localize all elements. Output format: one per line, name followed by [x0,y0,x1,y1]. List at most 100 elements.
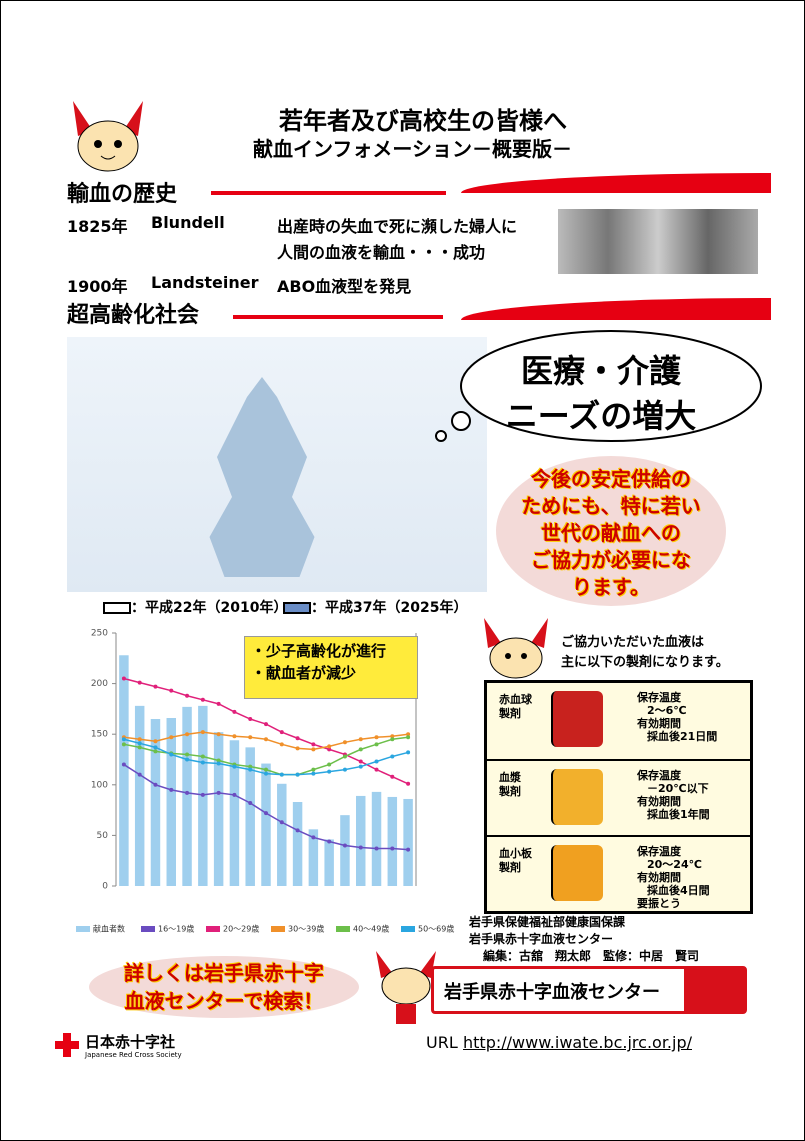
point [359,765,363,769]
point [390,737,394,741]
bar [372,792,381,886]
note-line: ・献血者が減少 [251,662,411,684]
search-box[interactable]: 岩手県赤十字血液センター [431,966,747,1014]
y-tick-label: 0 [102,882,108,892]
product-photo [551,769,603,825]
cloud-text: ニーズの増大 [481,391,721,437]
point [375,847,379,851]
point [185,752,189,756]
org-en: Japanese Red Cross Society [85,1051,182,1059]
point [185,732,189,736]
year: 1900年 [67,273,128,297]
subtitle: 献血インフォメーション－概要版－ [253,133,572,162]
title: 若年者及び高校生の皆様へ [279,101,567,136]
desc: 人間の血液を輸血・・・成功 [277,239,485,263]
point [311,768,315,772]
point [280,820,284,824]
cloud-text: 医療・介護 [481,346,721,392]
desc: ABO血液型を発見 [277,273,411,297]
point [311,742,315,746]
url[interactable]: http://www.iwate.bc.jrc.or.jp/ [463,1033,692,1052]
search-button[interactable] [684,969,744,1011]
year: 1825年 [67,213,128,237]
point [248,717,252,721]
bar [277,784,286,886]
intro: ご協力いただいた血液は [561,631,704,650]
point [169,788,173,792]
point [153,739,157,743]
callout: 詳しくは岩手県赤十字血液センターで検索！ [89,959,359,1015]
legend-label: 40～49歳 [353,924,389,934]
point [375,768,379,772]
swoosh [461,173,771,193]
credit: 岩手県赤十字血液センター [469,930,613,947]
product-row: 赤血球製剤保存温度2～6℃有効期間採血後21日間 [487,683,750,759]
legend-swatch [76,926,90,932]
point [343,844,347,848]
y-tick-label: 150 [91,730,108,740]
note-line: ・少子高齢化が進行 [251,640,411,662]
mascot [63,96,153,176]
illustrations [558,209,758,274]
product-name: 製剤 [499,705,521,721]
point [185,694,189,698]
point [138,745,142,749]
product-photo [551,845,603,901]
point [232,710,236,714]
desc: 出産時の失血で死に瀕した婦人に [277,213,517,237]
point [153,745,157,749]
point [264,811,268,815]
point [232,734,236,738]
product-row: 血漿製剤保存温度－20℃以下有効期間採血後1年間 [487,759,750,835]
product-item: 採血後1年間 [647,806,710,822]
bar [214,732,223,886]
y-tick-label: 50 [97,831,109,841]
swoosh [461,298,771,320]
point [232,793,236,797]
point [311,772,315,776]
point [169,735,173,739]
point [280,773,284,777]
point [375,760,379,764]
legend-label: 16～19歳 [158,924,194,934]
point [201,793,205,797]
product-item: 採血後21日間 [647,728,717,744]
credit: 編集：古舘 翔太郎 監修：中居 賢司 [483,947,699,964]
rule [233,315,443,319]
legend-swatch [206,926,220,932]
point [327,763,331,767]
cross [63,1033,71,1057]
point [264,722,268,726]
point [217,791,221,795]
point [248,768,252,772]
bar [230,740,239,886]
intro: 主に以下の製剤になります。 [561,651,729,670]
point [217,762,221,766]
rule [211,191,446,195]
legend-swatch [283,602,311,614]
bar [167,718,176,886]
bar [340,815,349,886]
legend-label: ：平成22年（2010年） [131,597,287,617]
bar [261,764,270,886]
y-tick-label: 250 [91,629,108,639]
appeal-line: 今後の安定供給の [491,466,731,493]
point [296,736,300,740]
point [201,730,205,734]
point [296,773,300,777]
point [406,848,410,852]
page: 若年者及び高校生の皆様へ 献血インフォメーション－概要版－ 輸血の歴史 1825… [0,0,805,1141]
point [122,763,126,767]
point [359,747,363,751]
point [217,732,221,736]
point [359,737,363,741]
callout-line: 詳しくは岩手県赤十字 [89,959,359,987]
y-tick-label: 200 [91,679,108,689]
point [311,747,315,751]
point [343,754,347,758]
point [296,746,300,750]
bar [388,797,397,886]
point [122,677,126,681]
point [264,737,268,741]
